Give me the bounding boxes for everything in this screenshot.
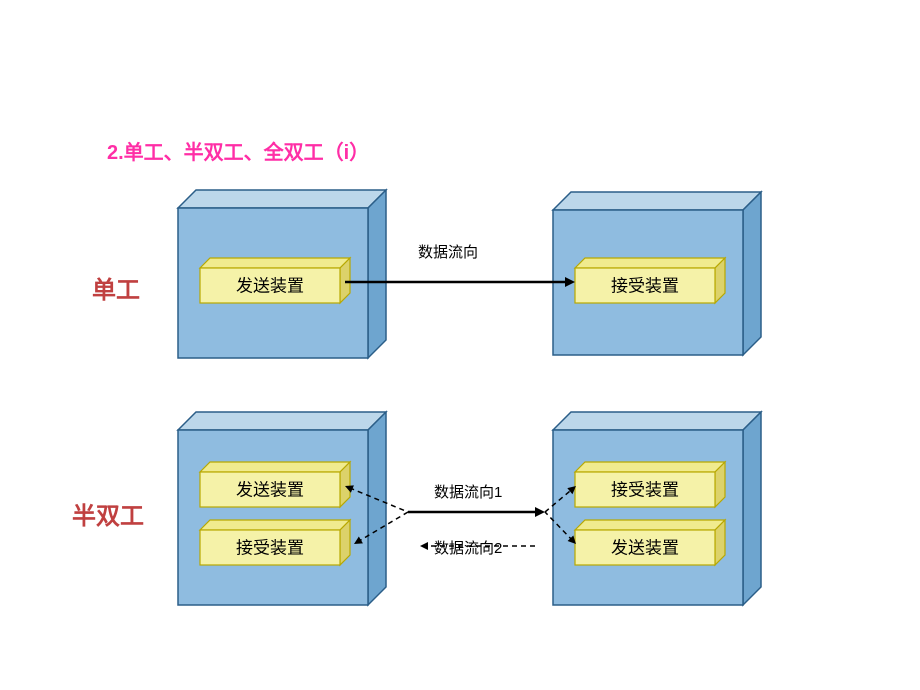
block-half_left bbox=[178, 412, 386, 605]
node-simplex_send-label: 发送装置 bbox=[236, 276, 304, 295]
node-half_right_recv: 接受装置 bbox=[575, 462, 725, 507]
node-simplex_recv: 接受装置 bbox=[575, 258, 725, 303]
node-half_left_send: 发送装置 bbox=[200, 462, 350, 507]
node-half_right_send-label: 发送装置 bbox=[611, 538, 679, 557]
arrow-half_main bbox=[408, 507, 545, 517]
node-simplex_send: 发送装置 bbox=[200, 258, 350, 303]
node-simplex_recv-label: 接受装置 bbox=[611, 276, 679, 295]
node-half_left_recv: 接受装置 bbox=[200, 520, 350, 565]
node-half_right_recv-label: 接受装置 bbox=[611, 480, 679, 499]
diagram-canvas: 发送装置接受装置发送装置接受装置接受装置发送装置 bbox=[0, 0, 920, 690]
arrow-half_back bbox=[420, 542, 535, 550]
block-half_right bbox=[553, 412, 761, 605]
node-half_right_send: 发送装置 bbox=[575, 520, 725, 565]
node-half_left_send-label: 发送装置 bbox=[236, 480, 304, 499]
node-half_left_recv-label: 接受装置 bbox=[236, 538, 304, 557]
